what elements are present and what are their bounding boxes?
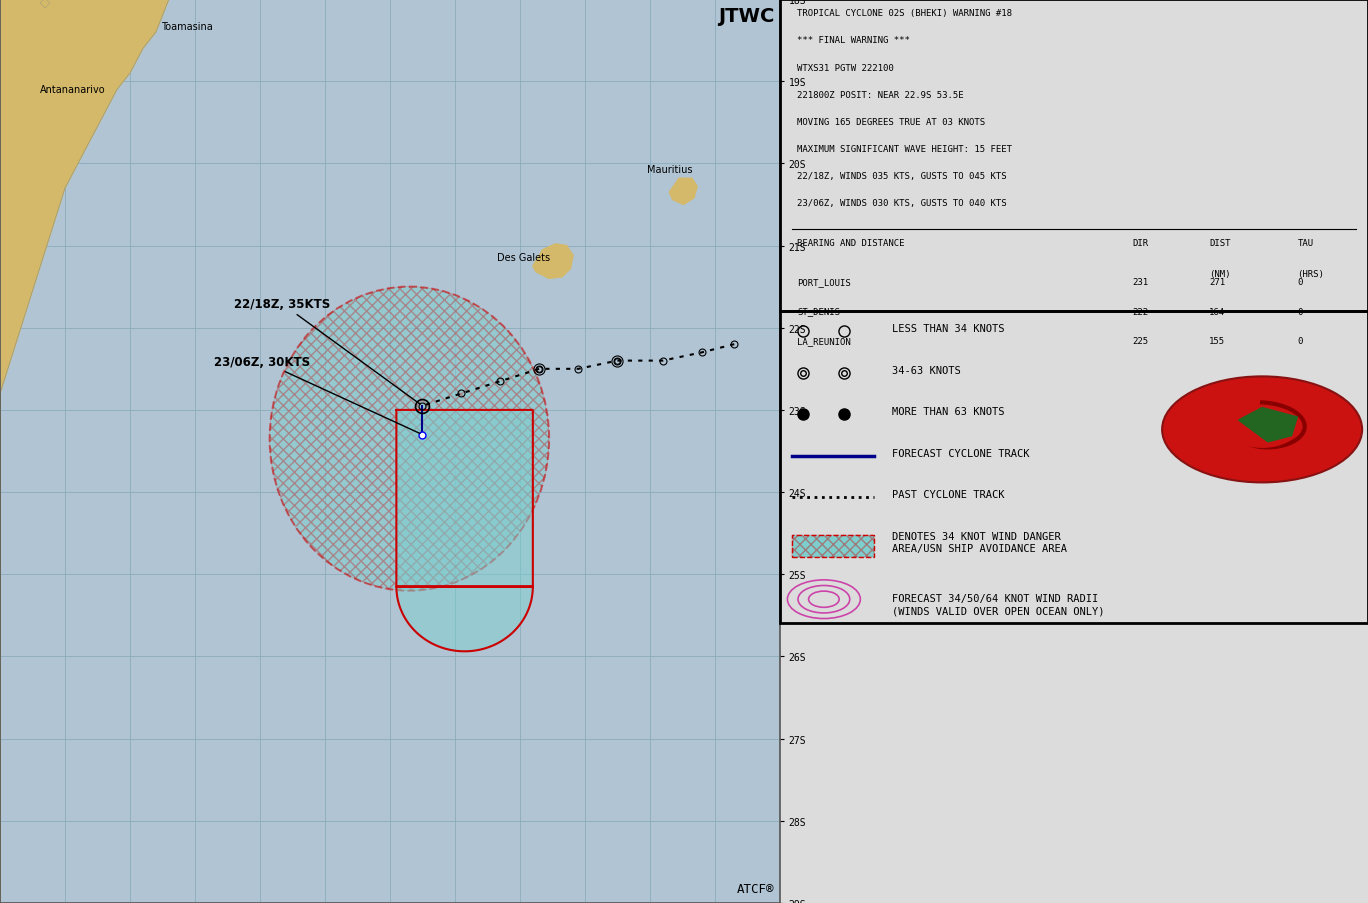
Text: 34-63 KNOTS: 34-63 KNOTS: [892, 366, 960, 376]
Text: 23/06Z, WINDS 030 KTS, GUSTS TO 040 KTS: 23/06Z, WINDS 030 KTS, GUSTS TO 040 KTS: [798, 199, 1007, 208]
Text: 221800Z POSIT: NEAR 22.9S 53.5E: 221800Z POSIT: NEAR 22.9S 53.5E: [798, 90, 964, 99]
Text: FORECAST 34/50/64 KNOT WIND RADII
(WINDS VALID OVER OPEN OCEAN ONLY): FORECAST 34/50/64 KNOT WIND RADII (WINDS…: [892, 593, 1104, 616]
Text: Toamasina: Toamasina: [161, 23, 213, 33]
Polygon shape: [669, 179, 698, 205]
Text: 222: 222: [1133, 307, 1149, 316]
Text: ATCF®: ATCF®: [737, 882, 774, 895]
Polygon shape: [1238, 408, 1297, 442]
Text: PORT_LOUIS: PORT_LOUIS: [798, 277, 851, 286]
Text: 231: 231: [1133, 277, 1149, 286]
Text: Mauritius: Mauritius: [647, 164, 692, 174]
Text: DIR: DIR: [1133, 238, 1149, 247]
Text: 225: 225: [1133, 337, 1149, 346]
Text: TROPICAL CYCLONE 02S (BHEKI) WARNING #18: TROPICAL CYCLONE 02S (BHEKI) WARNING #18: [798, 9, 1012, 18]
Text: WTXS31 PGTW 222100: WTXS31 PGTW 222100: [798, 63, 895, 72]
Circle shape: [1227, 412, 1297, 449]
Text: LA_REUNION: LA_REUNION: [798, 337, 851, 346]
Text: LESS THAN 34 KNOTS: LESS THAN 34 KNOTS: [892, 324, 1004, 334]
Text: JTWC: JTWC: [718, 6, 774, 25]
Text: PAST CYCLONE TRACK: PAST CYCLONE TRACK: [892, 489, 1004, 499]
Bar: [792, 535, 874, 558]
Text: 155: 155: [1209, 337, 1226, 346]
Text: 22/18Z, 35KTS: 22/18Z, 35KTS: [234, 298, 420, 405]
Text: 23/06Z, 30KTS: 23/06Z, 30KTS: [215, 355, 420, 434]
Polygon shape: [534, 245, 573, 279]
Text: 0: 0: [1297, 277, 1302, 286]
Polygon shape: [397, 411, 534, 652]
Bar: [792, 535, 874, 558]
Text: 271: 271: [1209, 277, 1226, 286]
Ellipse shape: [269, 287, 549, 591]
Text: (NM): (NM): [1209, 270, 1231, 279]
Polygon shape: [0, 0, 170, 903]
Text: (HRS): (HRS): [1297, 270, 1324, 279]
Text: MOVING 165 DEGREES TRUE AT 03 KNOTS: MOVING 165 DEGREES TRUE AT 03 KNOTS: [798, 117, 985, 126]
Text: ST_DENIS: ST_DENIS: [798, 307, 840, 316]
Text: FORECAST CYCLONE TRACK: FORECAST CYCLONE TRACK: [892, 448, 1029, 459]
Text: 164: 164: [1209, 307, 1226, 316]
Text: TAU: TAU: [1297, 238, 1313, 247]
Text: DENOTES 34 KNOT WIND DANGER
AREA/USN SHIP AVOIDANCE AREA: DENOTES 34 KNOT WIND DANGER AREA/USN SHI…: [892, 531, 1067, 554]
Text: DIST: DIST: [1209, 238, 1231, 247]
Text: 0: 0: [1297, 307, 1302, 316]
Text: BEARING AND DISTANCE: BEARING AND DISTANCE: [798, 238, 904, 247]
Text: Des Galets: Des Galets: [497, 252, 550, 262]
Text: 22/18Z, WINDS 035 KTS, GUSTS TO 045 KTS: 22/18Z, WINDS 035 KTS, GUSTS TO 045 KTS: [798, 172, 1007, 181]
Text: *** FINAL WARNING ***: *** FINAL WARNING ***: [798, 36, 910, 45]
Circle shape: [1161, 377, 1363, 483]
Text: MORE THAN 63 KNOTS: MORE THAN 63 KNOTS: [892, 407, 1004, 417]
Text: Antananarivo: Antananarivo: [40, 85, 105, 95]
Text: MAXIMUM SIGNIFICANT WAVE HEIGHT: 15 FEET: MAXIMUM SIGNIFICANT WAVE HEIGHT: 15 FEET: [798, 144, 1012, 154]
Text: 0: 0: [1297, 337, 1302, 346]
